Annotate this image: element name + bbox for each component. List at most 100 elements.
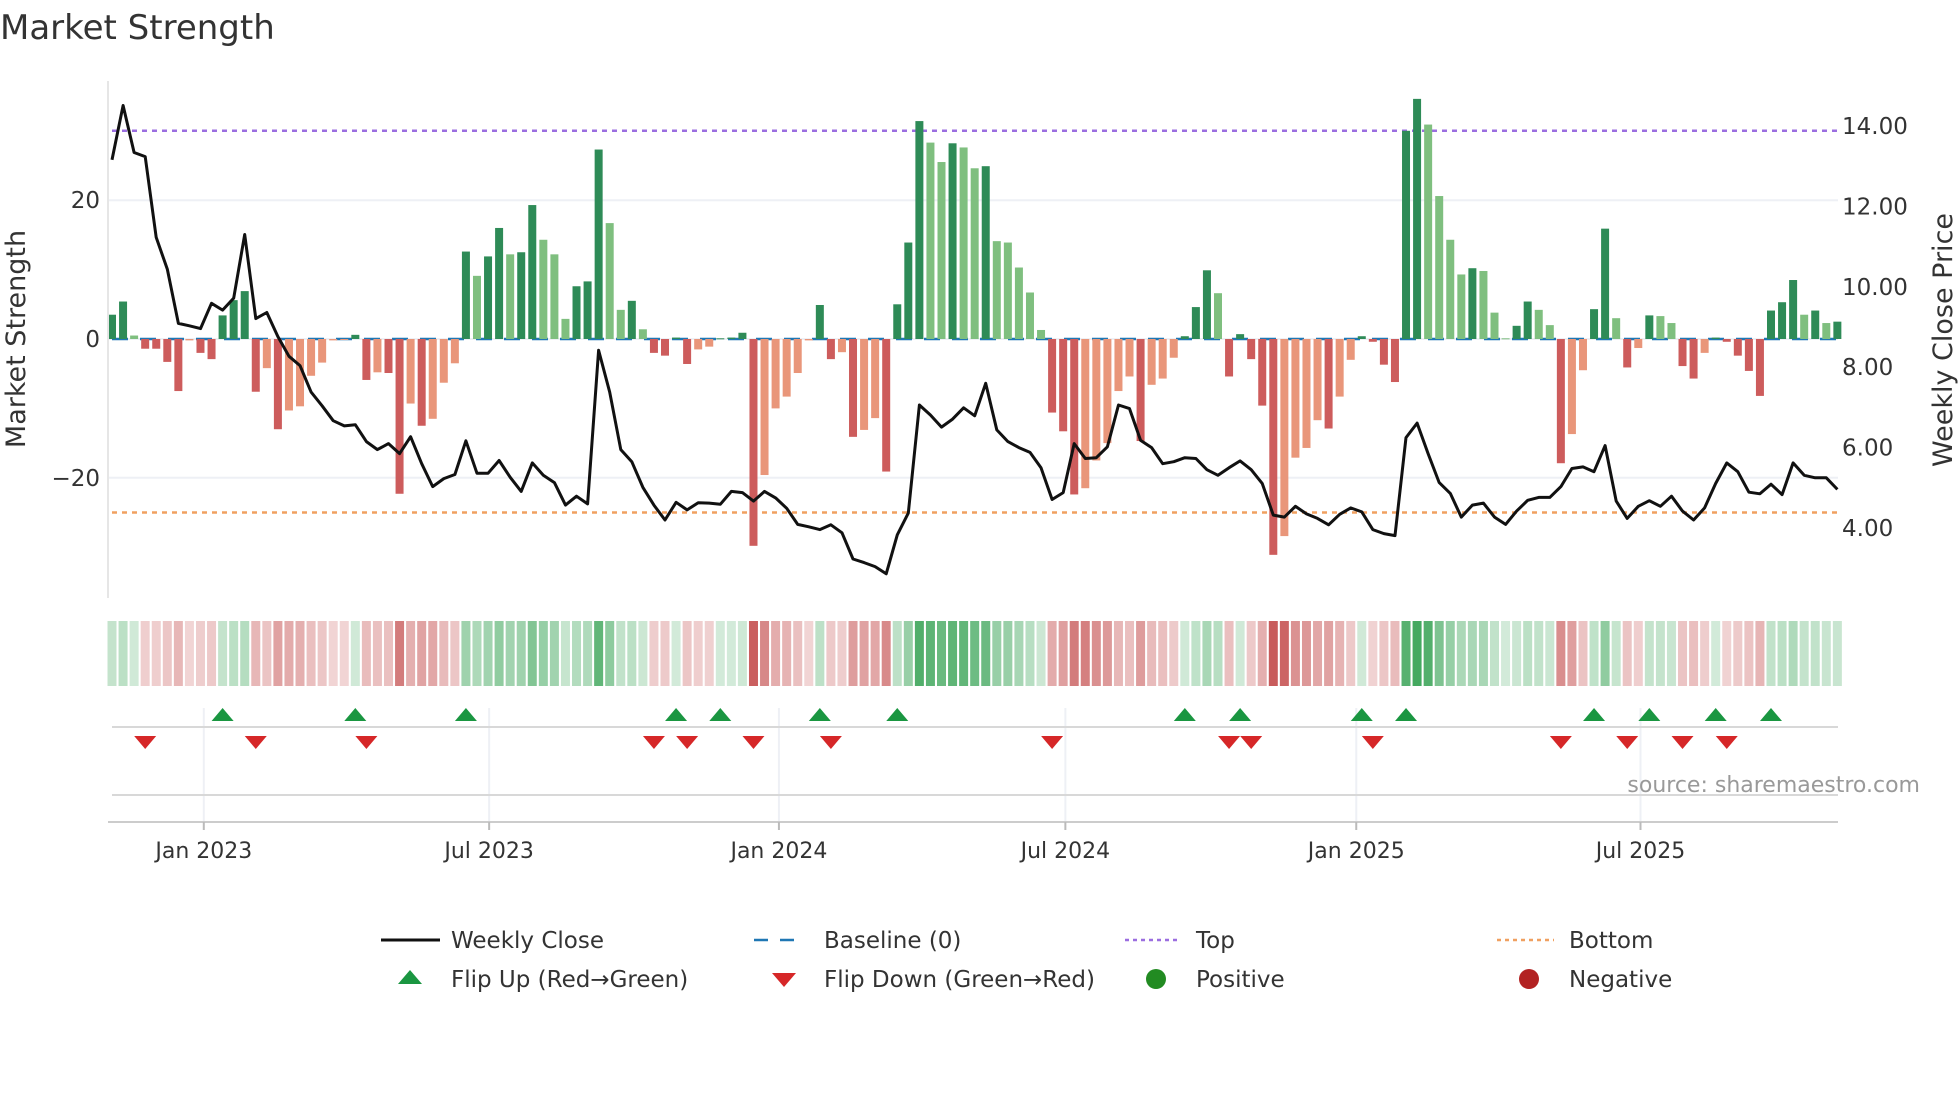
strength-bar [1413,98,1422,339]
heat-cell [1036,621,1046,686]
strength-bar [1778,302,1787,339]
strength-bar [937,162,946,339]
heat-cell [118,621,128,686]
heat-cell [1655,621,1665,686]
strength-bar [594,149,603,339]
strength-bar [882,339,891,472]
heat-cell [1313,621,1323,686]
strength-bar [240,291,249,339]
strength-bar [1556,339,1565,464]
strength-bar [1833,321,1842,339]
flip-down-marker [1218,736,1241,749]
strength-bar [694,339,703,350]
heat-cell [925,621,935,686]
heat-cell [1246,621,1256,686]
heat-cell [870,621,880,686]
strength-bar [749,339,758,546]
strength-bar [1379,339,1388,365]
flip-down-marker [1715,736,1738,749]
heat-cell [1279,621,1289,686]
strength-bar [1424,124,1433,339]
strength-bar [1114,339,1123,392]
heat-cell [1534,621,1544,686]
flip-up-marker [1583,708,1606,721]
heat-cell [1434,621,1444,686]
heat-cell [970,621,980,686]
y-axis-title: Market Strength [1,230,32,448]
strength-bar [1236,334,1245,339]
flip-down-marker [1361,736,1384,749]
strength-bar [229,300,238,339]
strength-bar [583,281,592,339]
heat-cell [173,621,183,686]
y2-tick-label: 10.00 [1842,275,1908,301]
strength-bar [1667,323,1676,339]
strength-bar [1280,339,1289,537]
strength-bar [1346,339,1355,360]
strength-bar [384,339,393,374]
flip-up-marker [211,708,234,721]
heat-cell [671,621,681,686]
heat-cell [1777,621,1787,686]
heat-cell [1058,621,1068,686]
strength-bar [1258,339,1267,406]
heat-cell [450,621,460,686]
strength-bar [849,339,858,437]
heat-cell [129,621,139,686]
x-tick-label: Jul 2024 [1019,839,1111,864]
strength-bar [373,339,382,373]
flip-down-marker [1671,736,1694,749]
strength-bar [450,339,459,364]
heat-cell [782,621,792,686]
heat-cell [1324,621,1334,686]
strength-bar [1767,310,1775,339]
heat-cell [295,621,305,686]
strength-bar [1800,314,1809,339]
heat-cell [406,621,416,686]
flip-up-marker [1395,708,1418,721]
strength-bar [1202,270,1211,339]
strength-bar [1545,325,1554,339]
strength-bar [1811,310,1820,339]
strength-bar [340,339,349,340]
strength-bar [804,339,813,341]
y2-tick-label: 6.00 [1842,436,1893,462]
strength-bar [406,339,415,404]
strength-bar [1357,336,1366,339]
strength-bar [1612,318,1621,339]
heat-cell [107,621,117,686]
legend-positive-icon [1146,969,1166,989]
strength-bar [539,239,548,339]
strength-bar [1059,339,1068,432]
y-tick-label: 20 [71,188,100,214]
heat-cell [1224,621,1234,686]
strength-bar [992,241,1001,339]
strength-bar [926,142,935,339]
heat-cell [1102,621,1112,686]
strength-bar [1136,339,1145,442]
strength-bar [1435,196,1444,339]
x-tick-label: Jul 2023 [442,839,534,864]
y2-tick-label: 14.00 [1842,114,1908,140]
heat-cell [516,621,526,686]
strength-bar [329,339,338,341]
flip-down-marker [1041,736,1064,749]
heat-cell [1589,621,1599,686]
heat-cell [1678,621,1688,686]
strength-bar [981,166,990,339]
heat-cell [815,621,825,686]
heat-cell [1213,621,1223,686]
strength-bar [1158,339,1167,379]
strength-bar [439,339,448,383]
heat-cell [1666,621,1676,686]
strength-bar [970,168,979,339]
heat-cell [1722,621,1732,686]
strength-bar [1225,339,1234,377]
heat-cell [859,621,869,686]
strength-bar [296,339,305,407]
heat-cell [1180,621,1190,686]
strength-bar [417,339,426,426]
strength-bar [1534,309,1543,339]
strength-bar [1490,312,1499,339]
heat-cell [726,621,736,686]
